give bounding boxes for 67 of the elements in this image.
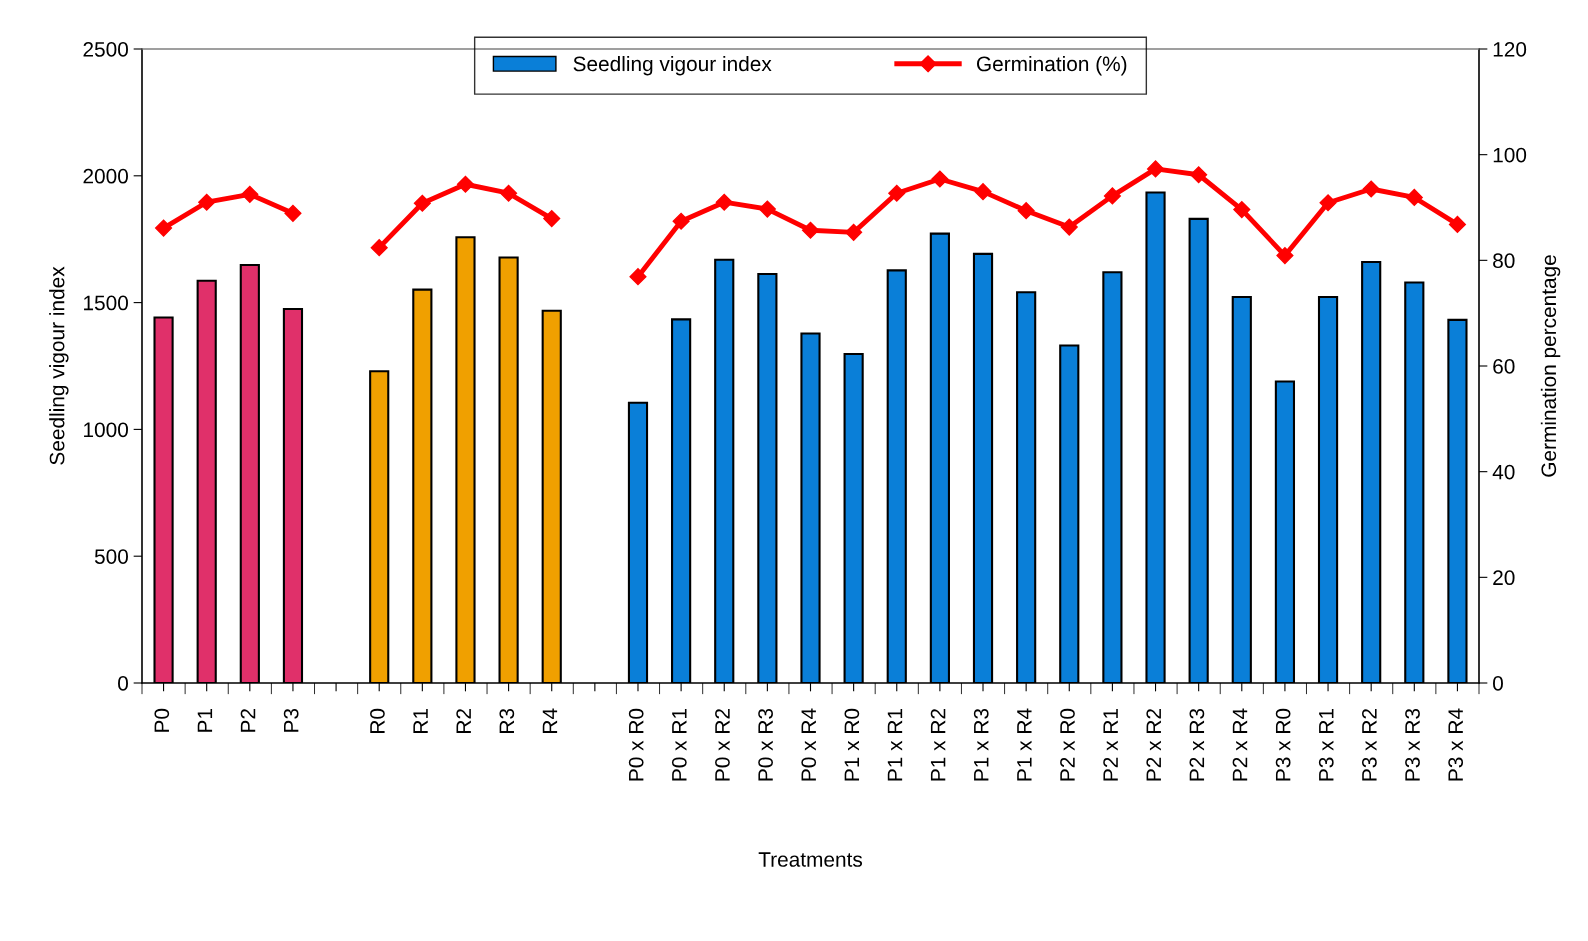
x-tick-label: P3 x R3 (1405, 708, 1420, 781)
x-tick-label: P1 x R0 (844, 708, 860, 781)
point (1017, 202, 1035, 220)
x-tick-label: P1 (197, 709, 213, 732)
x-tick-label: P1 x R2 (930, 709, 946, 781)
point (845, 223, 863, 241)
x-tick-label: P3 x R0 (1275, 708, 1291, 781)
point (1405, 188, 1423, 207)
y2-tick-label: 60 (1493, 359, 1515, 374)
point (629, 268, 647, 286)
point (1146, 160, 1165, 178)
point (1103, 187, 1121, 205)
x-tick-label: P0 x R2 (715, 709, 730, 781)
x-tick-label: P2 x R1 (1103, 709, 1118, 781)
point (1233, 201, 1251, 219)
legend-label: Seedling vigour index (573, 55, 772, 76)
point (1276, 247, 1294, 265)
point (888, 184, 906, 202)
y-tick-label: 0 (118, 676, 128, 691)
y-tick-label: 1000 (84, 422, 128, 438)
x-tick-label: R4 (542, 708, 558, 733)
x-tick-label: P2 (240, 709, 256, 732)
y2-tick-label: 120 (1493, 42, 1527, 57)
x-tick-label: P2 x R0 (1060, 708, 1075, 781)
y2-tick-label: 20 (1493, 570, 1515, 586)
point (758, 200, 776, 218)
point (1319, 194, 1337, 212)
point (801, 221, 820, 239)
point (1448, 215, 1466, 233)
y-tick-label: 1500 (84, 295, 128, 311)
y-tick-label: 2500 (83, 42, 128, 57)
y2-tick-label: 80 (1493, 253, 1515, 269)
x-tick-label: P0 x R0 (628, 708, 644, 781)
x-tick-label: P1 x R1 (887, 709, 903, 781)
x-tick-label: R0 (370, 708, 385, 733)
x-tick-label: P0 (154, 708, 170, 732)
x-tick-label: R2 (456, 709, 471, 733)
y2-tick-label: 100 (1493, 147, 1527, 163)
x-tick-label: R3 (499, 708, 515, 733)
y2-tick-label: 40 (1492, 464, 1515, 480)
y-tick-label: 500 (94, 549, 128, 564)
y2-axis-title: Germination percentage (1540, 255, 1561, 477)
x-tick-label: P2 x R2 (1146, 709, 1161, 781)
x-tick-label: P2 x R4 (1232, 708, 1248, 781)
y2-tick-label: 0 (1493, 676, 1503, 691)
x-axis-title: Treatments (758, 852, 863, 867)
point (1190, 166, 1208, 184)
point (1060, 218, 1078, 236)
y-axis-title: Seedling vigour index (49, 266, 69, 465)
point (715, 193, 733, 211)
point (672, 212, 690, 230)
x-tick-label: P1 x R4 (1017, 708, 1032, 781)
point (1362, 180, 1380, 198)
x-tick-label: P0 x R1 (671, 709, 687, 781)
point (974, 183, 992, 201)
legend-label: Germination (%) (976, 55, 1127, 76)
point (931, 170, 949, 188)
x-tick-label: P3 x R2 (1362, 709, 1377, 781)
x-tick-label: P0 x R4 (801, 708, 817, 781)
x-tick-label: P3 x R1 (1318, 709, 1334, 781)
x-tick-label: P0 x R3 (758, 708, 773, 781)
y-tick-label: 2000 (83, 168, 128, 184)
x-tick-label: P3 (283, 708, 299, 732)
x-tick-label: P3 x R4 (1448, 708, 1464, 781)
x-tick-label: P1 x R3 (973, 708, 989, 781)
x-tick-label: R1 (413, 709, 428, 733)
x-tick-label: P2 x R3 (1189, 708, 1205, 781)
